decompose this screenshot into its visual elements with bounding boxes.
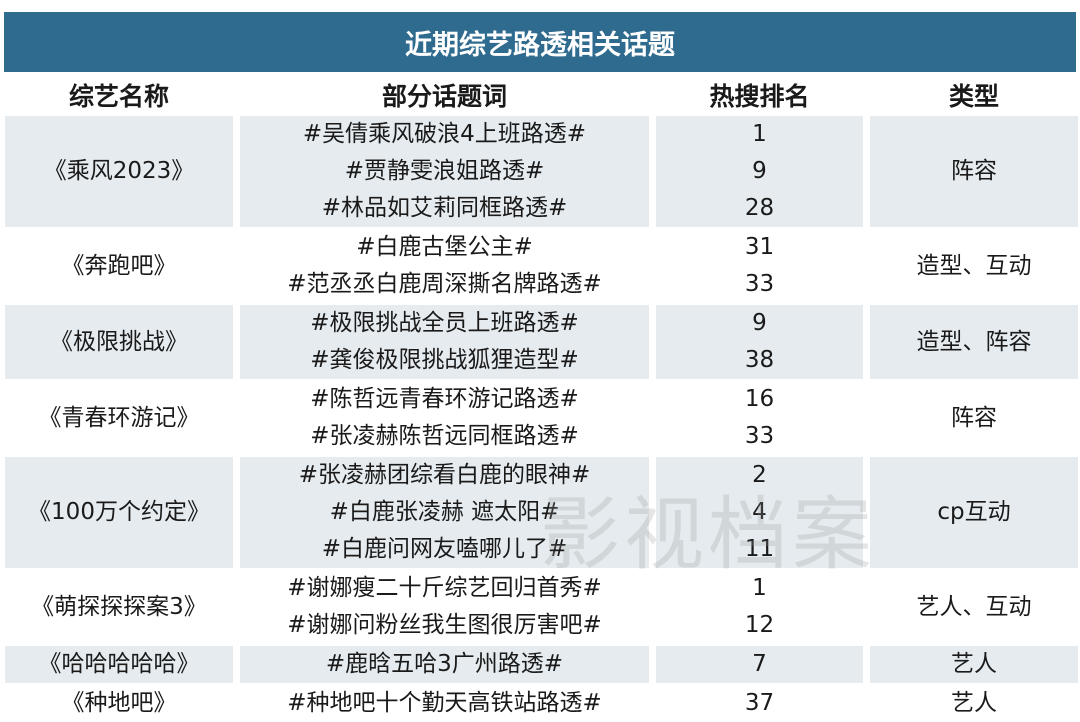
ranks-cell: 31 33: [656, 229, 863, 303]
topic: #林品如艾莉同框路透#: [321, 195, 568, 221]
ranks-cell: 1 9 28: [656, 116, 863, 227]
ranks-cell: 9 38: [656, 305, 863, 379]
column-header: 类型: [948, 82, 999, 111]
rank: 33: [744, 271, 775, 297]
type-cell: cp互动: [870, 457, 1078, 568]
topic: #张凌赫团综看白鹿的眼神#: [298, 462, 591, 488]
topic: #种地吧十个勤天高铁站路透#: [287, 690, 602, 716]
topic: #吴倩乘风破浪4上班路透#: [302, 121, 587, 147]
type-cell: 阵容: [870, 116, 1078, 227]
show-name: 《种地吧》: [61, 690, 177, 716]
show-name: 《青春环游记》: [38, 404, 200, 431]
table-title: 近期综艺路透相关话题: [4, 12, 1076, 72]
rank: 37: [744, 690, 775, 716]
show-cell: 《青春环游记》: [5, 381, 233, 455]
topics-cell: #种地吧十个勤天高铁站路透#: [240, 685, 649, 722]
type: 艺人: [951, 651, 997, 677]
topic: #极限挑战全员上班路透#: [310, 310, 579, 336]
type: 造型、互动: [916, 252, 1032, 279]
topic: #龚俊极限挑战狐狸造型#: [310, 347, 579, 373]
rank: 4: [752, 499, 767, 525]
topic: #陈哲远青春环游记路透#: [310, 386, 579, 412]
column-header: 综艺名称: [68, 82, 169, 111]
topic: #白鹿张凌赫 遮太阳#: [329, 499, 560, 525]
topics-cell: #张凌赫团综看白鹿的眼神# #白鹿张凌赫 遮太阳# #白鹿问网友嗑哪儿了#: [240, 457, 649, 568]
topics-cell: #谢娜瘦二十斤综艺回归首秀# #谢娜问粉丝我生图很厉害吧#: [240, 570, 649, 644]
show-cell: 《哈哈哈哈哈》: [5, 646, 233, 683]
topic: #白鹿问网友嗑哪儿了#: [321, 536, 568, 562]
topic: #谢娜瘦二十斤综艺回归首秀#: [287, 575, 602, 601]
type-cell: 艺人、互动: [870, 570, 1078, 644]
rank: 1: [752, 575, 767, 601]
ranks-cell: 37: [656, 685, 863, 722]
show-cell: 《种地吧》: [5, 685, 233, 722]
show-cell: 《100万个约定》: [5, 457, 233, 568]
show-name: 《哈哈哈哈哈》: [38, 651, 200, 677]
type: 造型、阵容: [916, 328, 1032, 355]
type: 艺人: [951, 690, 997, 716]
type: 阵容: [951, 158, 997, 184]
topics-cell: #陈哲远青春环游记路透# #张凌赫陈哲远同框路透#: [240, 381, 649, 455]
topic: #张凌赫陈哲远同框路透#: [310, 423, 579, 449]
topic: #鹿晗五哈3广州路透#: [325, 651, 564, 677]
show-cell: 《乘风2023》: [5, 116, 233, 227]
rank: 9: [752, 310, 767, 336]
topic: #谢娜问粉丝我生图很厉害吧#: [287, 612, 602, 638]
topic: #贾静雯浪姐路透#: [344, 158, 545, 184]
column-header: 部分话题词: [381, 82, 507, 111]
column-header: 热搜排名: [709, 82, 810, 111]
type-cell: 造型、互动: [870, 229, 1078, 303]
topics-cell: #吴倩乘风破浪4上班路透# #贾静雯浪姐路透# #林品如艾莉同框路透#: [240, 116, 649, 227]
show-cell: 《极限挑战》: [5, 305, 233, 379]
topics-cell: #鹿晗五哈3广州路透#: [240, 646, 649, 683]
rank: 38: [744, 347, 775, 373]
ranks-cell: 1 12: [656, 570, 863, 644]
rank: 7: [752, 651, 767, 677]
show-name: 《100万个约定》: [28, 499, 210, 525]
rank: 11: [744, 536, 775, 562]
type: 艺人、互动: [916, 593, 1032, 620]
type-cell: 阵容: [870, 381, 1078, 455]
show-cell: 《萌探探探案3》: [5, 570, 233, 644]
rank: 9: [752, 158, 767, 184]
rank: 28: [744, 195, 775, 221]
show-name: 《乘风2023》: [43, 158, 195, 184]
rank: 16: [744, 386, 775, 412]
rank: 12: [744, 612, 775, 638]
type-cell: 艺人: [870, 646, 1078, 683]
show-name: 《萌探探探案3》: [31, 593, 207, 620]
type: cp互动: [937, 499, 1011, 525]
rank: 31: [744, 234, 775, 260]
ranks-cell: 16 33: [656, 381, 863, 455]
show-name: 《奔跑吧》: [61, 252, 177, 279]
ranks-cell: 7: [656, 646, 863, 683]
topics-cell: #极限挑战全员上班路透# #龚俊极限挑战狐狸造型#: [240, 305, 649, 379]
topics-cell: #白鹿古堡公主# #范丞丞白鹿周深撕名牌路透#: [240, 229, 649, 303]
topic: #范丞丞白鹿周深撕名牌路透#: [287, 271, 602, 297]
rank: 33: [744, 423, 775, 449]
rank: 2: [752, 462, 767, 488]
rank: 1: [752, 121, 767, 147]
type-cell: 艺人: [870, 685, 1078, 722]
topic: #白鹿古堡公主#: [356, 234, 533, 260]
type-cell: 造型、阵容: [870, 305, 1078, 379]
show-cell: 《奔跑吧》: [5, 229, 233, 303]
ranks-cell: 2 4 11: [656, 457, 863, 568]
type: 阵容: [951, 404, 997, 431]
show-name: 《极限挑战》: [50, 328, 188, 355]
